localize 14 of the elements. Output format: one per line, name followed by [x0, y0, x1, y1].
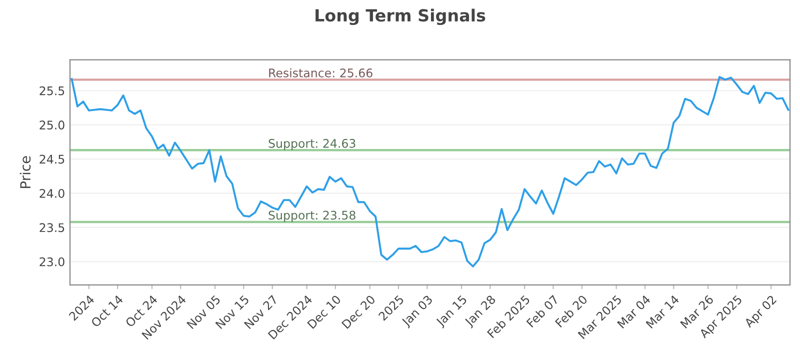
- y-tick-label: 25.0: [40, 120, 64, 130]
- y-tick-label: 25.5: [40, 86, 64, 96]
- ref-line-label: Support: 24.63: [268, 138, 356, 150]
- x-tick-label: Apr 02: [744, 294, 778, 330]
- chart-title: Long Term Signals: [316, 8, 486, 26]
- y-axis-title: Price: [20, 156, 31, 188]
- x-tick-label: Dec 20: [341, 294, 376, 329]
- ref-line-label: Resistance: 25.66: [269, 68, 372, 78]
- y-tick-label: 23.5: [40, 223, 64, 232]
- y-tick-label: 24.5: [40, 154, 64, 164]
- line-series: [70, 76, 790, 268]
- ref-line-label: Support: 23.58: [268, 210, 356, 222]
- y-tick-label: 23.0: [40, 257, 64, 266]
- y-tick-label: 24.0: [40, 188, 64, 198]
